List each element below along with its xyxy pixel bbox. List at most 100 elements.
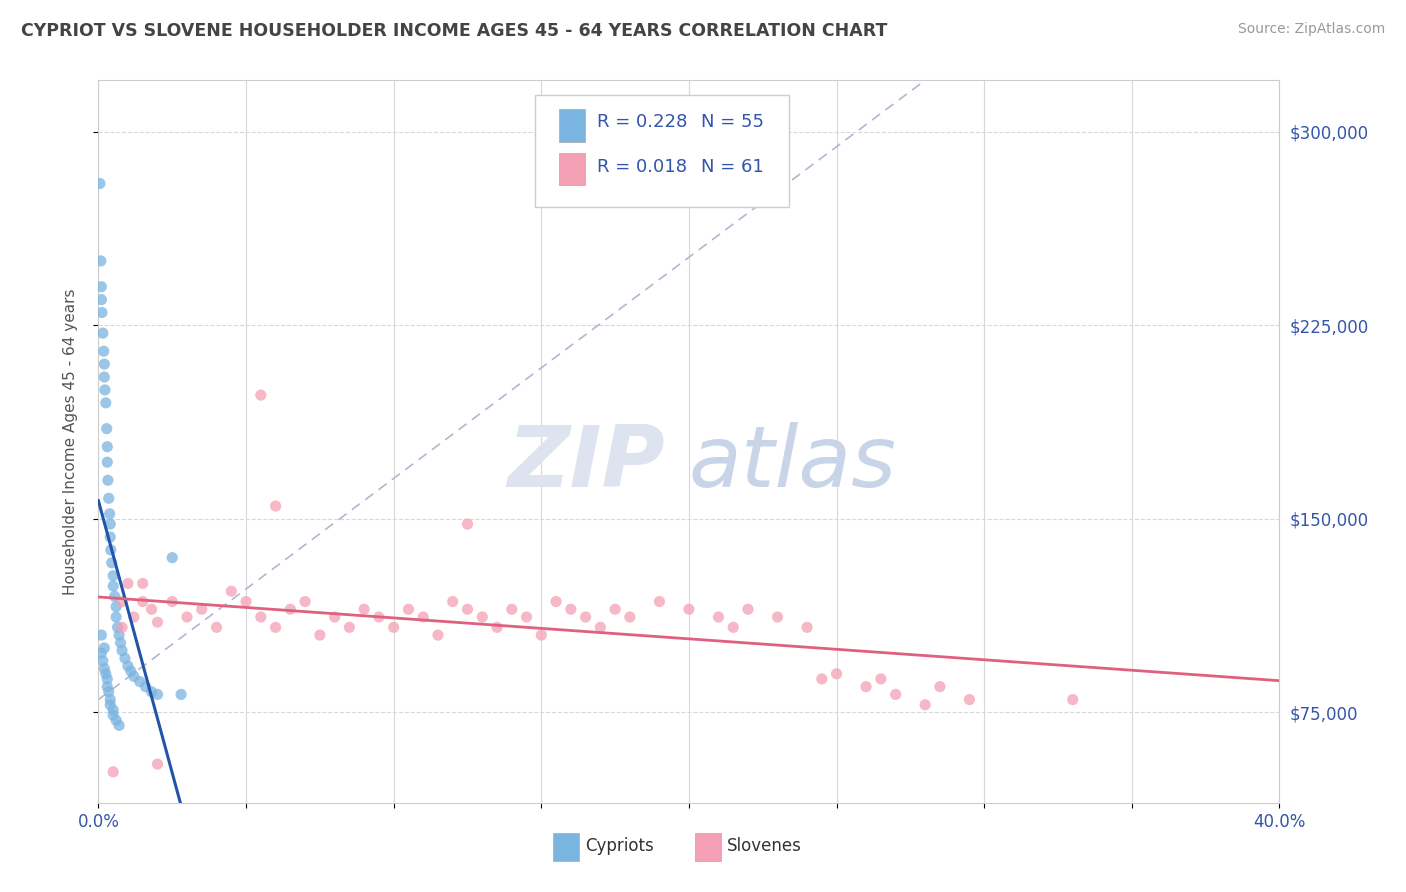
Point [94, 396, 117, 410]
Bar [560, 153, 585, 185]
Point [353, 602, 375, 616]
Point [103, 703, 125, 717]
Point [191, 602, 214, 616]
Point [162, 550, 183, 565]
Point [471, 610, 494, 624]
Point [132, 594, 155, 608]
Point [114, 651, 136, 665]
FancyBboxPatch shape [536, 95, 789, 207]
Point [108, 628, 131, 642]
Point [117, 659, 139, 673]
Point [111, 594, 134, 608]
Point [546, 594, 568, 608]
Point [111, 620, 134, 634]
Point [205, 620, 228, 634]
Point [825, 666, 848, 681]
Point [264, 620, 287, 634]
Text: R = 0.018: R = 0.018 [596, 158, 686, 176]
Point [89, 177, 111, 191]
Point [94, 666, 117, 681]
Point [382, 620, 405, 634]
Point [132, 576, 155, 591]
Point [398, 602, 420, 616]
Point [323, 610, 346, 624]
Point [108, 718, 131, 732]
Point [339, 620, 361, 634]
Point [146, 687, 169, 701]
Text: R = 0.228: R = 0.228 [596, 113, 688, 131]
Text: N = 61: N = 61 [700, 158, 763, 176]
Point [105, 610, 128, 624]
Point [103, 568, 125, 582]
Point [93, 640, 115, 655]
Point [648, 594, 671, 608]
Point [914, 698, 936, 712]
Point [250, 610, 273, 624]
Point [619, 610, 641, 624]
Point [176, 610, 198, 624]
Point [135, 680, 157, 694]
Point [929, 680, 952, 694]
Text: Slovenes: Slovenes [727, 838, 801, 855]
Point [280, 602, 302, 616]
Point [141, 685, 163, 699]
Point [107, 620, 129, 634]
Point [162, 594, 183, 608]
Point [110, 636, 132, 650]
Point [707, 610, 730, 624]
Point [678, 602, 700, 616]
Point [91, 654, 114, 668]
Point [105, 599, 128, 614]
Point [117, 576, 139, 591]
Text: Cypriots: Cypriots [585, 838, 654, 855]
Point [91, 305, 114, 319]
Point [870, 672, 893, 686]
Point [94, 383, 117, 397]
Point [575, 610, 598, 624]
Point [111, 643, 134, 657]
Point [97, 473, 120, 487]
Point [427, 628, 450, 642]
Point [250, 388, 273, 402]
Point [560, 602, 582, 616]
Point [90, 293, 112, 307]
Point [96, 672, 118, 686]
Point [91, 326, 114, 340]
Point [90, 253, 112, 268]
Point [141, 602, 163, 616]
Point [605, 602, 627, 616]
Point [457, 517, 479, 532]
Point [97, 685, 120, 699]
Point [96, 422, 118, 436]
Bar [695, 833, 721, 861]
Point [235, 594, 257, 608]
Point [98, 517, 121, 532]
Point [486, 620, 509, 634]
Point [98, 507, 121, 521]
Point [796, 620, 818, 634]
Point [146, 615, 169, 630]
Point [457, 602, 479, 616]
Y-axis label: Householder Income Ages 45 - 64 years: Householder Income Ages 45 - 64 years [63, 288, 77, 595]
Point [766, 610, 789, 624]
Point [120, 664, 142, 678]
Point [97, 491, 120, 506]
Point [90, 628, 112, 642]
Point [294, 594, 316, 608]
Text: Source: ZipAtlas.com: Source: ZipAtlas.com [1237, 22, 1385, 37]
Point [103, 708, 125, 723]
Point [122, 669, 145, 683]
Point [103, 579, 125, 593]
Point [170, 687, 193, 701]
Point [100, 542, 122, 557]
Point [264, 499, 287, 513]
Point [368, 610, 391, 624]
Text: atlas: atlas [689, 422, 897, 505]
Point [855, 680, 877, 694]
Point [884, 687, 907, 701]
Point [103, 764, 125, 779]
Text: CYPRIOT VS SLOVENE HOUSEHOLDER INCOME AGES 45 - 64 YEARS CORRELATION CHART: CYPRIOT VS SLOVENE HOUSEHOLDER INCOME AG… [21, 22, 887, 40]
Point [98, 692, 121, 706]
Point [90, 279, 112, 293]
Point [128, 674, 150, 689]
